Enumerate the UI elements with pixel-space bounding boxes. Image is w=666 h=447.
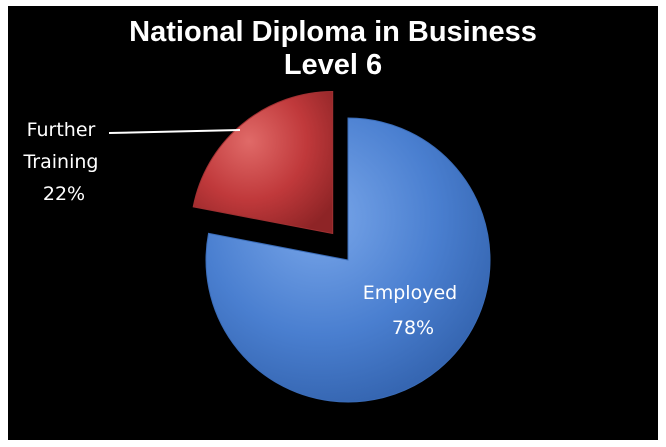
pie-slice-further-training — [192, 91, 334, 235]
slice-label-employed-name: Employed — [363, 282, 457, 304]
chart-title: National Diploma in Business Level 6 — [8, 16, 658, 82]
chart-frame: National Diploma in Business Level 6 Emp… — [8, 6, 658, 440]
slice-label-further-training: Further Training 22% — [22, 119, 104, 205]
slice-label-training-line-2: Training — [22, 151, 98, 173]
pie-slice-employed — [205, 117, 491, 403]
slice-label-employed-value: 78% — [392, 317, 434, 339]
slice-label-training-line-1: Further — [27, 119, 96, 141]
pie-chart: Employed 78% Further Training 22% — [22, 91, 491, 403]
slice-label-training-line-3: 22% — [43, 183, 85, 205]
leader-line-further-training — [108, 129, 241, 134]
chart-title-line-2: Level 6 — [283, 49, 383, 81]
slice-label-employed: Employed 78% — [363, 282, 464, 339]
chart-title-line-1: National Diploma in Business — [129, 16, 537, 48]
